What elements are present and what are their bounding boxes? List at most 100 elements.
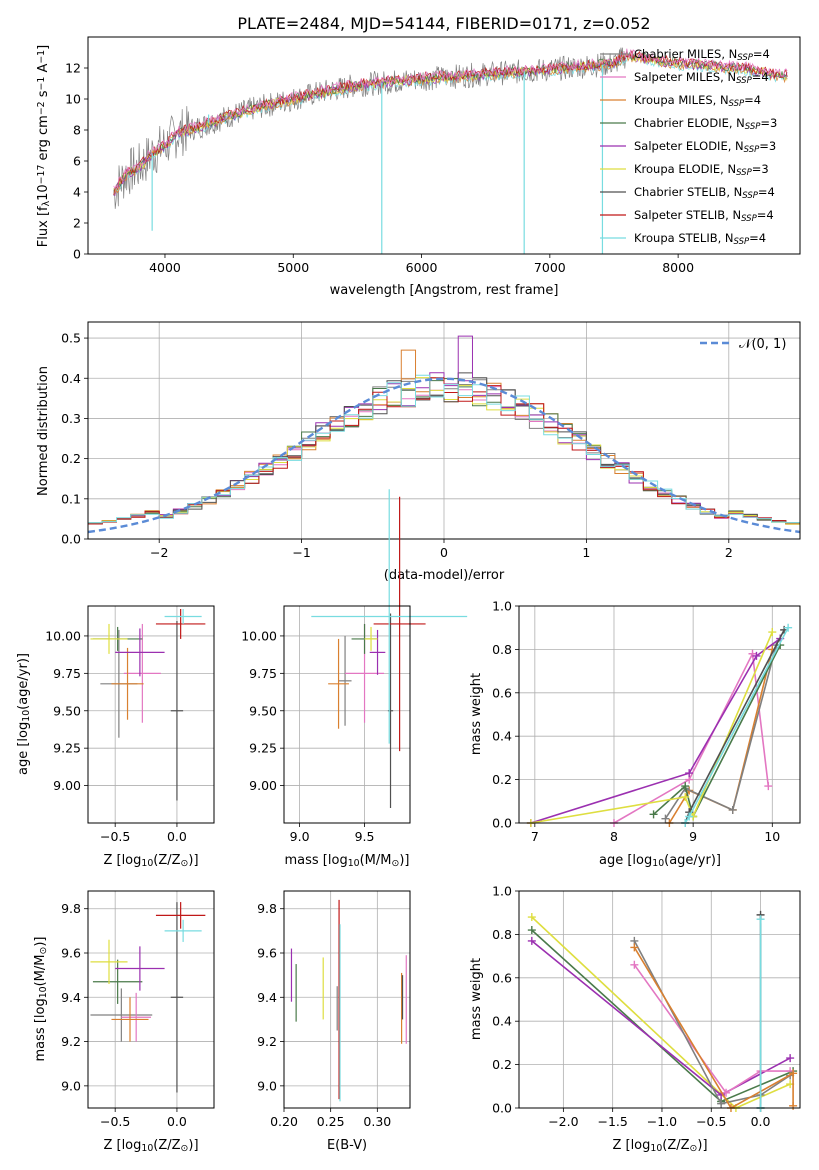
weight-marker bbox=[717, 1099, 726, 1108]
y-tick-label: 0.0 bbox=[61, 532, 81, 547]
y-tick-label: 0.5 bbox=[61, 331, 81, 346]
x-axis-label: Z [log10(Z/Z⊙)] bbox=[103, 1138, 198, 1154]
x-tick-label: 8000 bbox=[662, 260, 694, 275]
legend-sub: SSP bbox=[744, 145, 760, 155]
legend-tail: =3 bbox=[760, 116, 777, 130]
legend-tail: =4 bbox=[752, 70, 769, 84]
label-part: ⊙ bbox=[690, 1143, 698, 1154]
y-tick-label: 9.25 bbox=[249, 741, 277, 756]
label-part: λ bbox=[41, 200, 52, 206]
y-tick-label: 10.00 bbox=[241, 628, 277, 643]
legend-sub: SSP bbox=[745, 122, 761, 132]
x-tick-label: 0.0 bbox=[751, 1114, 771, 1129]
residual-histogram-spike bbox=[400, 349, 417, 379]
label-part: 10 bbox=[650, 1143, 662, 1154]
weight-line bbox=[530, 631, 774, 824]
x-tick-label: 1 bbox=[582, 545, 590, 560]
y-axis-label: mass weight bbox=[469, 958, 484, 1040]
y-tick-label: 9.50 bbox=[249, 703, 277, 718]
x-tick-label: 4000 bbox=[149, 260, 181, 275]
weight-marker bbox=[685, 812, 694, 821]
weight-line bbox=[531, 940, 791, 1096]
x-tick-label: −2 bbox=[150, 545, 168, 560]
weight-marker bbox=[685, 769, 694, 778]
label-part: 10 bbox=[141, 858, 153, 869]
weight-marker bbox=[764, 782, 773, 791]
y-tick-label: 0 bbox=[73, 247, 81, 262]
weight-line bbox=[633, 940, 791, 1105]
x-tick-label: −1.5 bbox=[597, 1114, 627, 1129]
label-part: 10 bbox=[652, 858, 664, 869]
label-part: mass [log bbox=[33, 998, 48, 1061]
y-tick-label: 0.8 bbox=[492, 927, 512, 942]
x-tick-label: 7000 bbox=[534, 260, 566, 275]
label-part: Z [log bbox=[103, 1138, 141, 1153]
x-tick-label: 0.0 bbox=[167, 829, 187, 844]
y-tick-label: 0.2 bbox=[61, 451, 81, 466]
label-part: )] bbox=[399, 853, 409, 868]
y-tick-label: 9.8 bbox=[257, 901, 277, 916]
weight-marker bbox=[630, 960, 639, 969]
axes-frame bbox=[87, 605, 215, 824]
label-part: (Z/Z bbox=[662, 1138, 689, 1153]
weight-marker bbox=[630, 943, 639, 952]
legend-entry: Chabrier STELIB, NSSP=4 bbox=[634, 185, 775, 201]
y-tick-label: 4 bbox=[73, 185, 81, 200]
label-part: ] bbox=[36, 45, 51, 50]
label-part: 10 bbox=[36, 184, 51, 201]
weight-marker bbox=[649, 810, 658, 819]
legend-sub: SSP bbox=[736, 76, 752, 86]
mass-weight-vs-metallicity-panel: −2.0 −1.5 −1.0 −0.5 0.0 0.0 0.2 0.4 0.6 0.8 1.0 Z [… bbox=[469, 884, 801, 1154]
weight-marker bbox=[756, 915, 765, 924]
weight-marker bbox=[786, 1054, 795, 1063]
y-tick-label: 9.6 bbox=[257, 946, 277, 961]
y-tick-label: 0.4 bbox=[61, 371, 81, 386]
axes-frame bbox=[87, 36, 801, 255]
label-part: s bbox=[36, 90, 51, 101]
label-part: age [log bbox=[599, 853, 652, 868]
y-tick-label: 12 bbox=[65, 61, 81, 76]
grid bbox=[283, 891, 410, 1108]
legend-text: Kroupa MILES, N bbox=[634, 93, 729, 107]
legend-sub: SSP bbox=[736, 168, 752, 178]
y-tick-label: 0.0 bbox=[492, 816, 512, 831]
x-tick-label: 0.25 bbox=[317, 1114, 345, 1129]
weight-marker bbox=[527, 913, 536, 922]
y-tick-label: 0.8 bbox=[492, 642, 512, 657]
legend-entry: Chabrier MILES, NSSP=4 bbox=[634, 47, 770, 63]
legend-entry: Salpeter STELIB, NSSP=4 bbox=[634, 208, 774, 224]
label-part: (M/M bbox=[33, 955, 48, 987]
residual-histogram-spike bbox=[457, 335, 473, 379]
x-tick-label: −1.0 bbox=[647, 1114, 677, 1129]
legend-entry: Salpeter MILES, NSSP=4 bbox=[634, 70, 769, 86]
label-part: ⊙ bbox=[181, 858, 189, 869]
legend-entry: Kroupa MILES, NSSP=4 bbox=[634, 93, 761, 109]
residual-histogram-panel: −2 −1 0 1 2 0.0 0.1 0.2 0.3 0.4 0.5 𝒩(0, 1) (data-mo… bbox=[36, 321, 801, 583]
legend-tail: =4 bbox=[757, 208, 774, 222]
model-spectrum-line bbox=[113, 50, 788, 196]
label-part: −1 bbox=[36, 50, 47, 64]
legend-sub: SSP bbox=[741, 214, 757, 224]
y-tick-label: 9.25 bbox=[53, 741, 81, 756]
legend-tail: =4 bbox=[749, 231, 766, 245]
y-tick-label: 9.75 bbox=[249, 666, 277, 681]
mass-vs-metallicity-panel: −0.5 0.09.09.29.49.69.8Z [log10(Z/Z⊙)]mas… bbox=[33, 890, 215, 1154]
label-part: Z [log bbox=[103, 853, 141, 868]
label-part: 10 bbox=[141, 1143, 153, 1154]
x-tick-label: −2.0 bbox=[548, 1114, 578, 1129]
legend-text: Chabrier MILES, N bbox=[634, 47, 737, 61]
spectrum-panel: 4000 5000 6000 7000 8000 0 2 4 6 8 10 12 Chabrier MI… bbox=[36, 36, 801, 298]
y-tick-label: 0.3 bbox=[61, 411, 81, 426]
axes-frame bbox=[87, 890, 215, 1109]
label-part: (Z/Z bbox=[153, 1138, 180, 1153]
x-tick-label: 6000 bbox=[406, 260, 438, 275]
label-part: (age/yr)] bbox=[664, 853, 721, 868]
x-axis-label: mass [log10(M/M⊙)] bbox=[285, 853, 410, 869]
y-axis-label: mass [log10(M/M⊙)] bbox=[33, 937, 49, 1062]
weight-marker bbox=[728, 805, 737, 814]
y-tick-label: 9.50 bbox=[53, 703, 81, 718]
legend-tail: =4 bbox=[753, 47, 770, 61]
x-tick-label: 0.20 bbox=[270, 1114, 298, 1129]
